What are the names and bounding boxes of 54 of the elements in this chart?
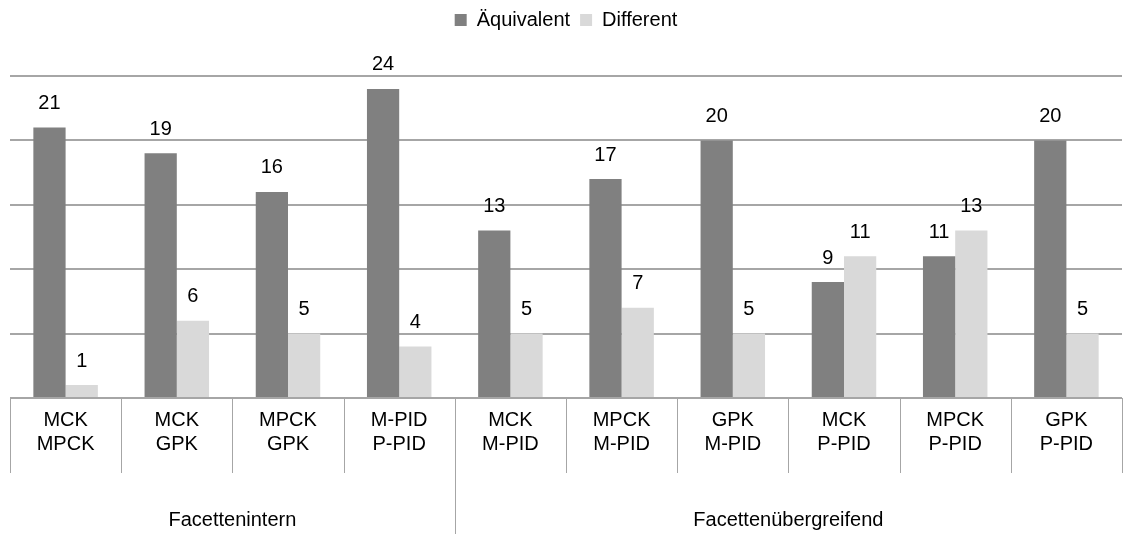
bar bbox=[255, 191, 288, 397]
bar bbox=[176, 320, 210, 397]
x-tick-label: MCK MPCK bbox=[36, 407, 96, 454]
data-label: 5 bbox=[1076, 297, 1089, 320]
x-tick-label: MPCK GPK bbox=[259, 407, 318, 454]
data-label: 24 bbox=[371, 52, 395, 75]
x-tick-label: GPK M-PID bbox=[704, 407, 762, 454]
x-tick-label: MPCK M-PID bbox=[592, 407, 652, 454]
data-label: 4 bbox=[409, 310, 421, 332]
bar bbox=[844, 256, 877, 397]
x-tick-label: GPK P-PID bbox=[1039, 407, 1094, 454]
data-label: 1 bbox=[76, 348, 88, 371]
data-label: 16 bbox=[260, 155, 283, 178]
bar bbox=[65, 385, 98, 397]
bar bbox=[955, 230, 988, 397]
text: Facettenübergreifend bbox=[693, 507, 884, 530]
bar bbox=[366, 88, 400, 397]
x-tick-label: MCK P-PID bbox=[817, 407, 871, 454]
bar bbox=[510, 333, 543, 397]
data-label: 20 bbox=[1039, 103, 1062, 126]
x-tick-label: MCK M-PID bbox=[482, 407, 539, 454]
data-label: 5 bbox=[743, 297, 755, 320]
bar bbox=[1034, 140, 1067, 397]
data-label: 19 bbox=[149, 116, 172, 139]
bar bbox=[700, 140, 733, 397]
data-label: 5 bbox=[298, 297, 310, 320]
data-label: 11 bbox=[849, 219, 871, 242]
bar bbox=[144, 153, 177, 397]
bar bbox=[811, 282, 844, 397]
data-label: 17 bbox=[594, 142, 617, 165]
data-label: 20 bbox=[705, 103, 728, 126]
bar bbox=[33, 127, 66, 397]
bar bbox=[589, 179, 622, 397]
text: Facettenintern bbox=[168, 507, 297, 530]
data-label: 5 bbox=[520, 297, 533, 320]
data-label: 7 bbox=[632, 271, 644, 294]
bar bbox=[1066, 333, 1099, 397]
bar bbox=[399, 346, 432, 397]
x-tick-label: M-PID P-PID bbox=[370, 407, 428, 454]
data-label: 13 bbox=[960, 194, 983, 217]
data-label: 9 bbox=[822, 245, 834, 268]
bar bbox=[922, 256, 956, 397]
data-label: 13 bbox=[483, 194, 506, 217]
x-tick-label: MCK GPK bbox=[154, 407, 200, 454]
x-tick-label: MPCK P-PID bbox=[926, 407, 985, 454]
bar bbox=[288, 333, 321, 397]
data-label: 11 bbox=[928, 219, 950, 242]
data-label: 6 bbox=[187, 284, 199, 307]
bar bbox=[732, 333, 766, 397]
data-label: 21 bbox=[38, 91, 61, 114]
bar bbox=[621, 307, 654, 397]
bar bbox=[478, 230, 511, 397]
legend-label: Different bbox=[602, 7, 678, 30]
legend-label: Äquivalent bbox=[476, 7, 571, 30]
